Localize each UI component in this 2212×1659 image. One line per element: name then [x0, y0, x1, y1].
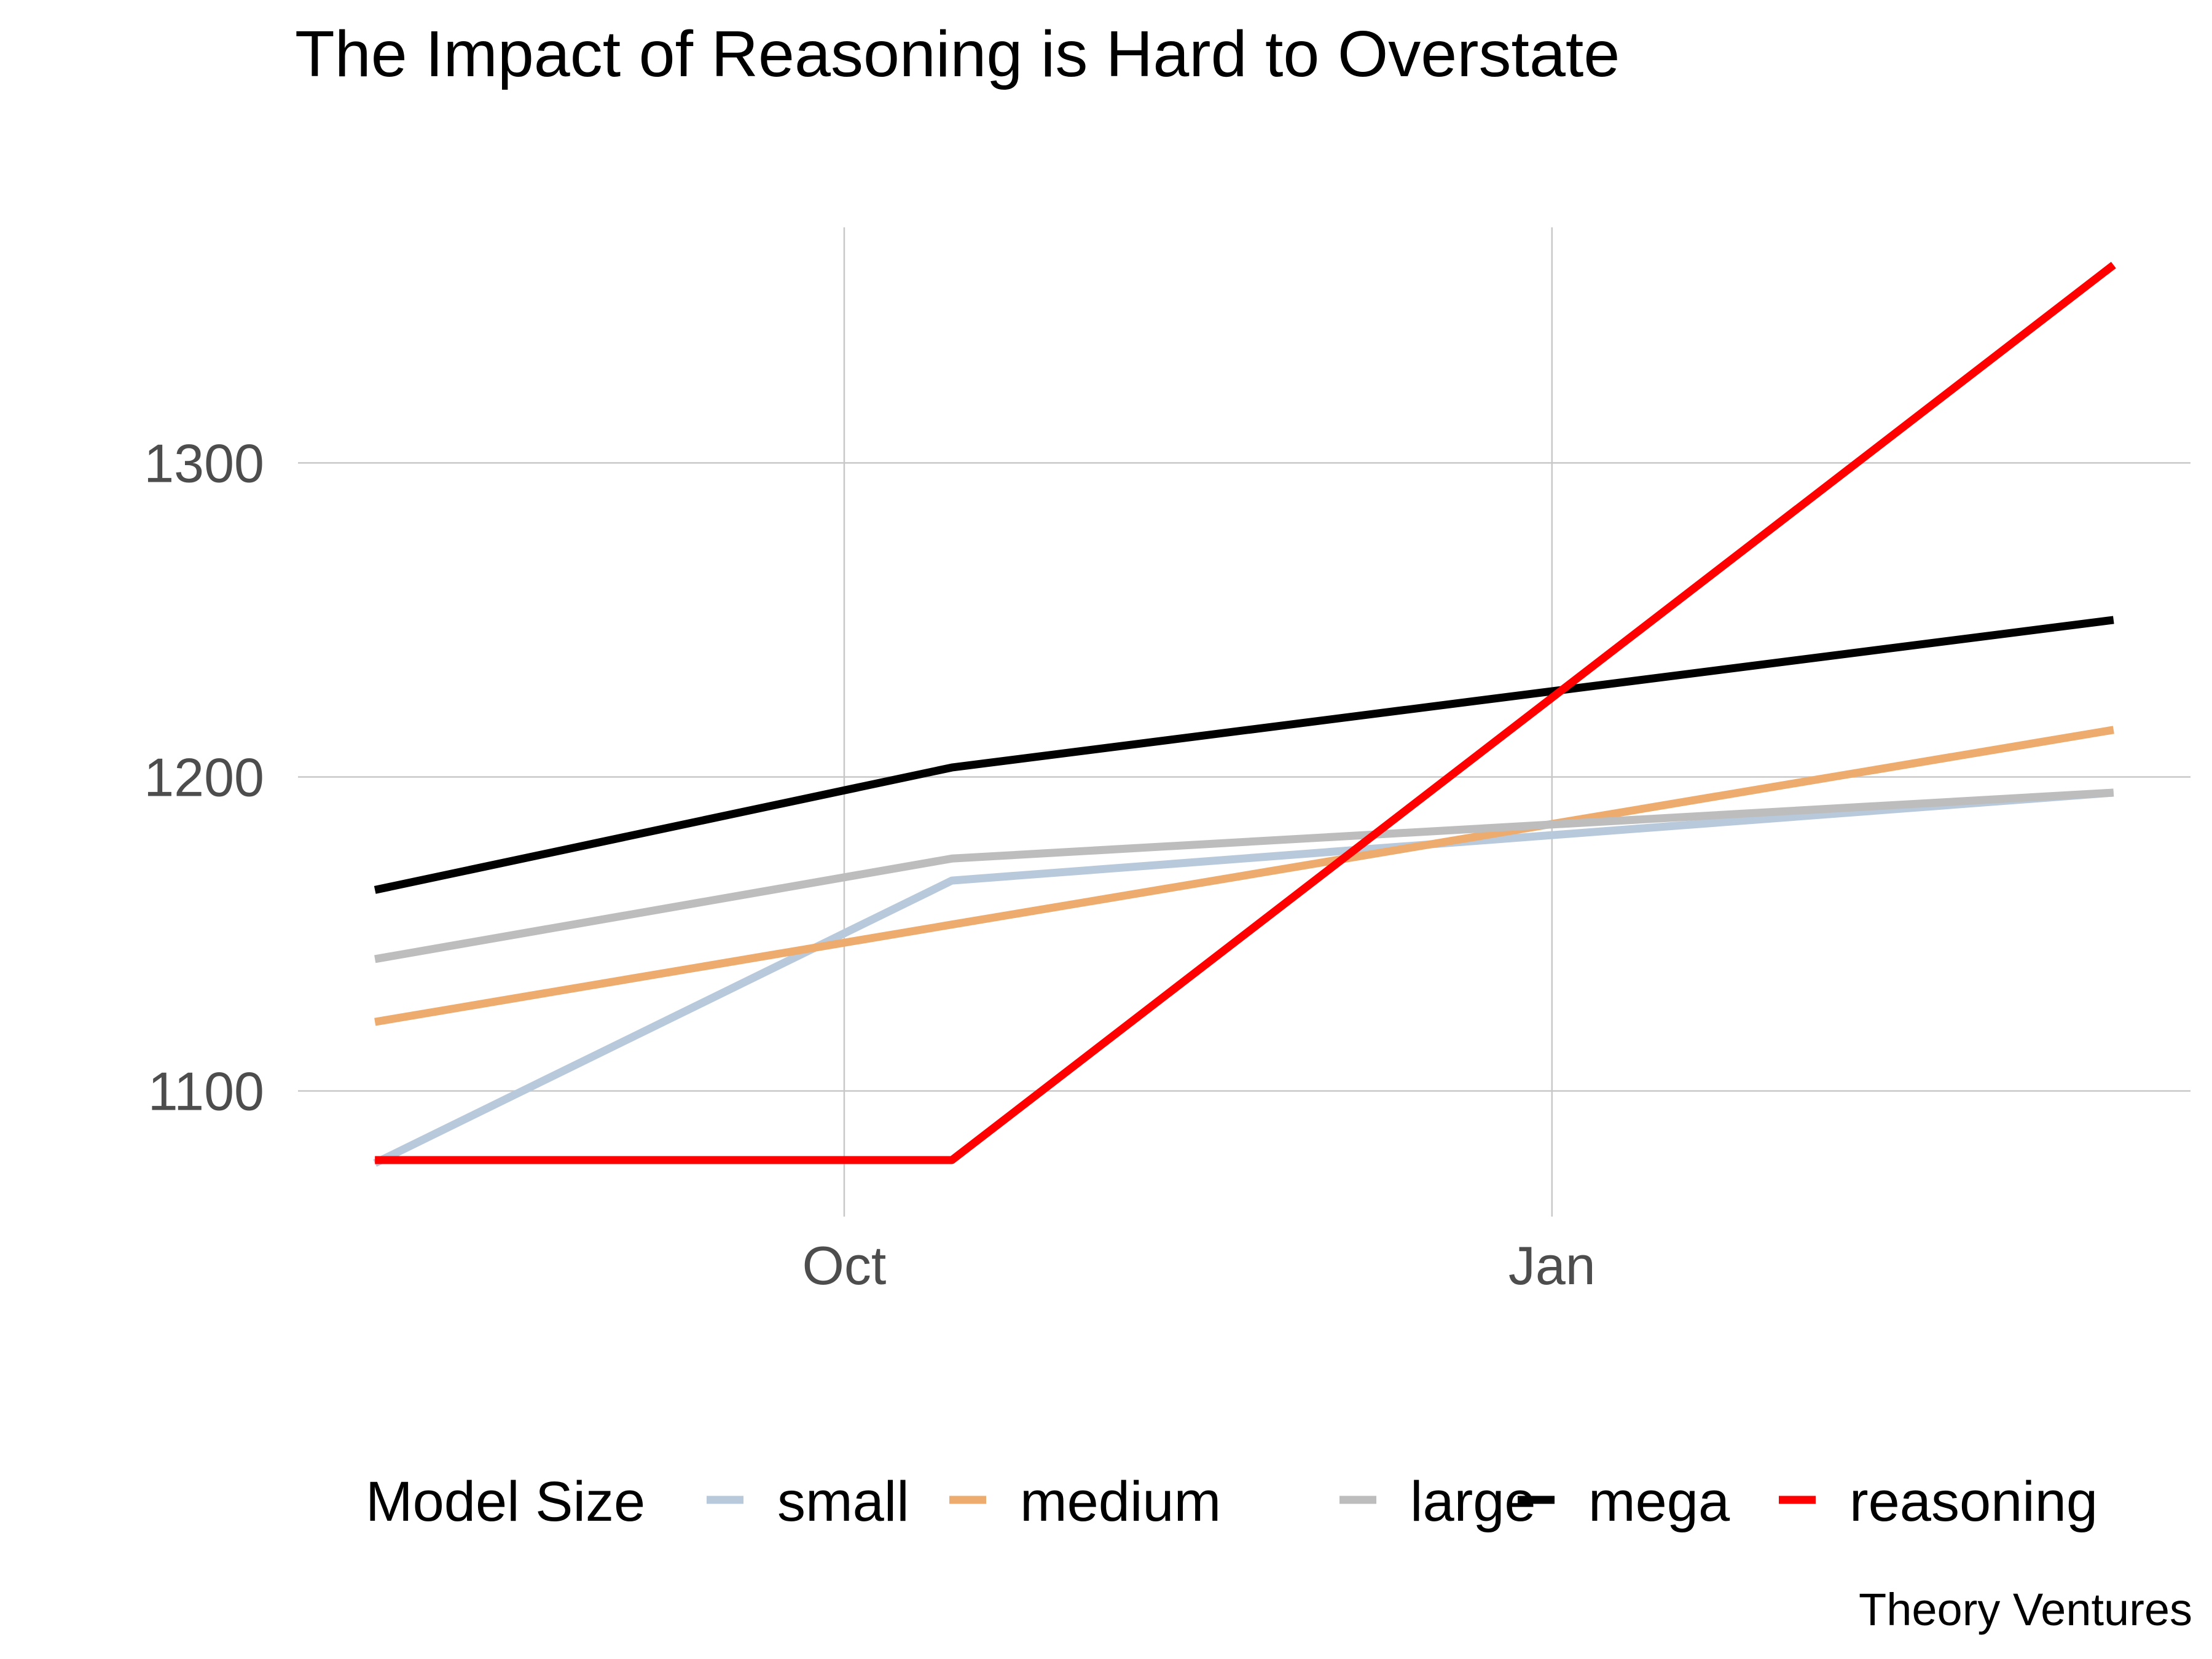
grid: [298, 227, 2190, 1217]
chart-caption: Theory Ventures: [1859, 1584, 2192, 1635]
y-tick-label: 1300: [144, 433, 264, 493]
series-line-reasoning: [375, 262, 2116, 1164]
x-axis-ticks: Oct Jan: [802, 1235, 1595, 1296]
legend-label-small: small: [777, 1470, 909, 1533]
legend-title: Model Size: [366, 1470, 645, 1533]
series-line-medium: [374, 726, 2114, 1026]
legend-label-reasoning: reasoning: [1849, 1470, 2098, 1533]
series-line-mega: [374, 616, 2114, 894]
x-tick-label: Jan: [1508, 1235, 1596, 1296]
series-line-large: [374, 788, 2114, 963]
chart-title: The Impact of Reasoning is Hard to Overs…: [295, 18, 1620, 90]
y-tick-label: 1200: [144, 747, 264, 807]
y-tick-label: 1100: [148, 1061, 264, 1122]
legend-label-large: large: [1410, 1470, 1536, 1533]
legend-label-mega: mega: [1588, 1470, 1730, 1533]
series-line-small: [373, 788, 2114, 1167]
y-axis-ticks: 1100 1200 1300: [144, 433, 264, 1121]
x-tick-label: Oct: [802, 1235, 886, 1296]
legend-label-medium: medium: [1020, 1470, 1221, 1533]
series-lines: [373, 262, 2116, 1167]
legend: Model Size small medium large mega reasoning: [366, 1470, 2098, 1533]
